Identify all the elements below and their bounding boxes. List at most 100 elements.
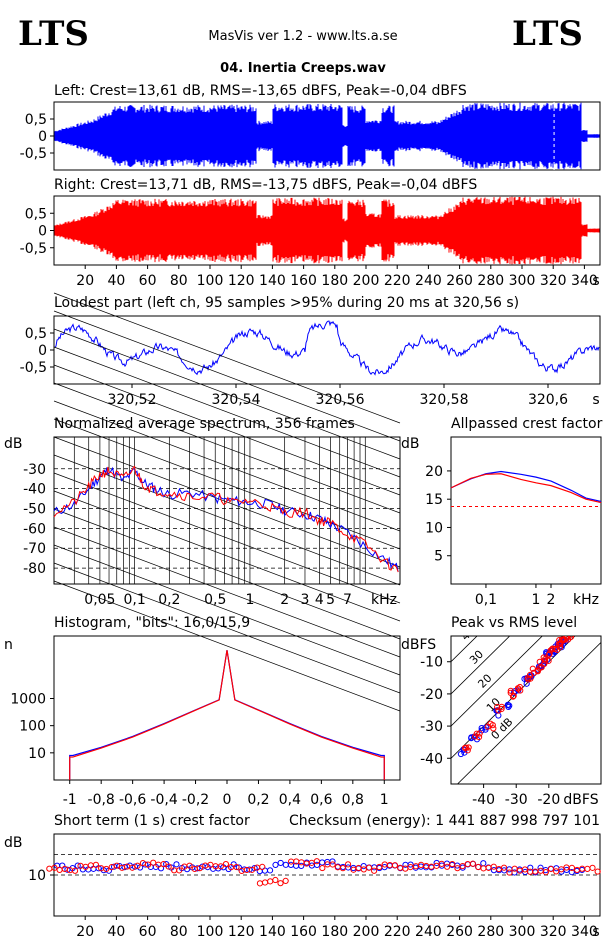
x-tick-label: 200 [353,273,380,289]
peak-rms-point-right [563,636,570,640]
crest-point-right [490,863,497,870]
peak-rms-point-right [568,636,575,638]
crest-point-right [365,864,373,871]
crest-point-right [480,865,487,872]
slope-guide [53,544,401,676]
y-tick-label: 10 [425,520,443,536]
crest-point-right [547,865,555,873]
crest-point-right [339,865,347,872]
crest-point-right [391,862,399,869]
x-tick-label: 260 [446,924,473,940]
crest-point-right [500,864,508,871]
crest-point-left [298,862,305,869]
crest-point-right [454,865,461,872]
allpassed-series-right [450,473,602,504]
x-tick-label: 0,5 [204,592,226,608]
peak-rms-point-left [478,725,485,732]
peak-rms-point-right [546,650,553,657]
spectrum-plot: -30 -40 -50 -60 -70 -80 0,05 0,1 0,2 0,5 1 2 3 4 5 7 kHz [23,292,401,712]
crest-point-left [480,860,487,867]
x-tick-label: 320,52 [108,392,157,408]
crest-point-right [160,861,167,868]
y-tick-label: 0 [38,129,47,145]
peak-rms-point-right [530,669,537,677]
x-tick-label: 20 [76,273,94,289]
x-tick-label: 0,2 [247,792,269,808]
peak-rms-point-left [495,712,502,719]
crest-point-right [594,868,601,875]
peak-rms-point-left [505,703,512,711]
crest-point-left [329,858,336,865]
logo-right: LTS [512,14,583,54]
checksum-text: Checksum (energy): 1 441 887 998 797 101 [289,813,600,829]
allpassed-crest-title: Allpassed crest factor [451,416,603,432]
x-tick-label: 60 [139,924,157,940]
peak-rms-point-right [507,687,514,694]
slope-guide [53,490,401,622]
x-tick-label: 2 [547,592,556,608]
y-tick-label: 0,5 [25,326,47,342]
crest-point-right [46,865,53,872]
peak-rms-point-right [498,705,505,713]
y-tick-label: -80 [23,561,46,577]
x-tick-label: 160 [290,273,317,289]
peak-rms-point-right [536,658,543,665]
slope-guide [53,580,401,712]
level-diagonal [456,641,601,784]
x-unit-label: kHz [371,592,397,608]
slope-guide [53,472,401,604]
y-tick-label: 0,5 [25,206,47,222]
x-tick-label: 5 [326,592,335,608]
x-tick-label: kHz [573,592,599,608]
short-term-crest-title: Short term (1 s) crest factor [54,813,250,829]
x-tick-label: 220 [384,924,411,940]
level-diagonal [451,636,478,663]
x-tick-label: 80 [170,273,188,289]
crest-point-right [233,863,240,871]
x-tick-label: 60 [139,273,157,289]
x-tick-label: 1 [531,592,540,608]
crest-point-right [144,861,152,868]
x-tick-label: 320,58 [420,392,469,408]
short-term-crest-plot: 10 20 40 60 80 100 120 140 160 180 200 220 240 260 280… [28,833,601,940]
x-tick-label: 120 [228,273,255,289]
crest-point-right [282,877,289,884]
crest-point-right [329,861,336,868]
x-tick-label: -1 [63,792,77,808]
slope-guide [53,310,401,442]
slope-guide [53,508,401,640]
slope-guide [53,382,401,514]
y-tick-label: -60 [23,521,46,537]
allpassed-ylabel: dB [401,436,420,452]
peak-vs-rms-title: Peak vs RMS level [451,615,577,631]
y-tick-label: -30 [420,719,443,735]
peak-rms-point-left [468,735,475,742]
crest-point-right [113,862,120,869]
peak-rms-ylabel: dBFS [401,637,436,653]
crest-point-right [165,863,172,870]
y-tick-label: -20 [420,687,443,703]
x-tick-label: -0,4 [150,792,177,808]
x-tick-label: 1 [245,592,254,608]
crest-point-right [511,865,518,872]
crest-point-right [371,867,378,874]
y-tick-label: -0,5 [20,360,47,376]
x-tick-label: 3 [301,592,310,608]
y-tick-label: 10 [28,868,46,884]
crest-point-right [402,865,409,872]
slope-guide [53,526,401,658]
x-tick-label: 2 [280,592,289,608]
y-tick-label: 5 [434,549,443,565]
x-tick-label: 340 [571,273,598,289]
crest-point-right [376,863,383,871]
y-tick-label: -30 [23,462,46,478]
y-tick-label: -40 [420,751,443,767]
peak-rms-point-left [478,727,485,734]
x-tick-label: 300 [509,273,536,289]
x-tick-label: 340 [571,924,598,940]
y-tick-label: 20 [425,464,443,480]
crest-point-right [103,865,110,873]
y-tick-label: 0 [38,343,47,359]
crest-point-right [261,879,269,886]
